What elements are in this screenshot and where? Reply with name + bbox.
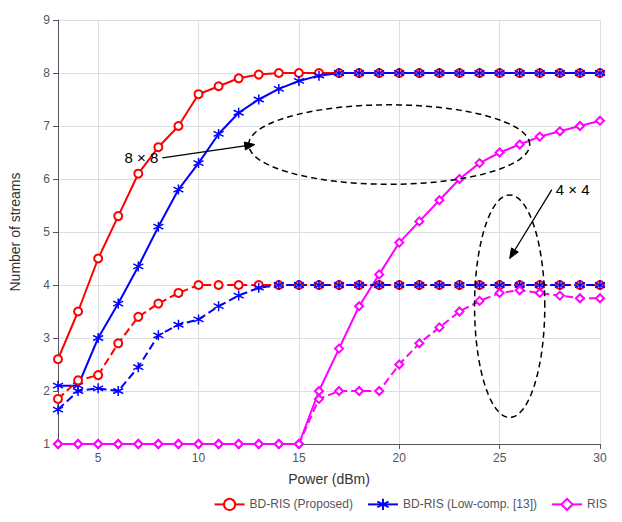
svg-text:8 × 8: 8 × 8 <box>125 149 159 166</box>
svg-text:5: 5 <box>43 225 50 239</box>
svg-text:5: 5 <box>95 451 102 465</box>
svg-text:RIS: RIS <box>587 497 607 511</box>
svg-text:2: 2 <box>43 384 50 398</box>
svg-text:9: 9 <box>43 13 50 27</box>
svg-text:25: 25 <box>493 451 507 465</box>
svg-text:BD-RIS (Low-comp. [13]): BD-RIS (Low-comp. [13]) <box>403 497 537 511</box>
svg-text:4 × 4: 4 × 4 <box>556 181 590 198</box>
svg-text:4: 4 <box>43 278 50 292</box>
svg-text:Number of streams: Number of streams <box>7 172 23 291</box>
svg-text:Power (dBm): Power (dBm) <box>288 471 370 487</box>
svg-text:3: 3 <box>43 331 50 345</box>
svg-text:6: 6 <box>43 172 50 186</box>
svg-text:8: 8 <box>43 66 50 80</box>
svg-text:30: 30 <box>593 451 607 465</box>
svg-text:BD-RIS (Proposed): BD-RIS (Proposed) <box>250 497 353 511</box>
svg-text:15: 15 <box>292 451 306 465</box>
svg-text:1: 1 <box>43 437 50 451</box>
svg-text:10: 10 <box>192 451 206 465</box>
svg-text:7: 7 <box>43 119 50 133</box>
svg-text:20: 20 <box>393 451 407 465</box>
